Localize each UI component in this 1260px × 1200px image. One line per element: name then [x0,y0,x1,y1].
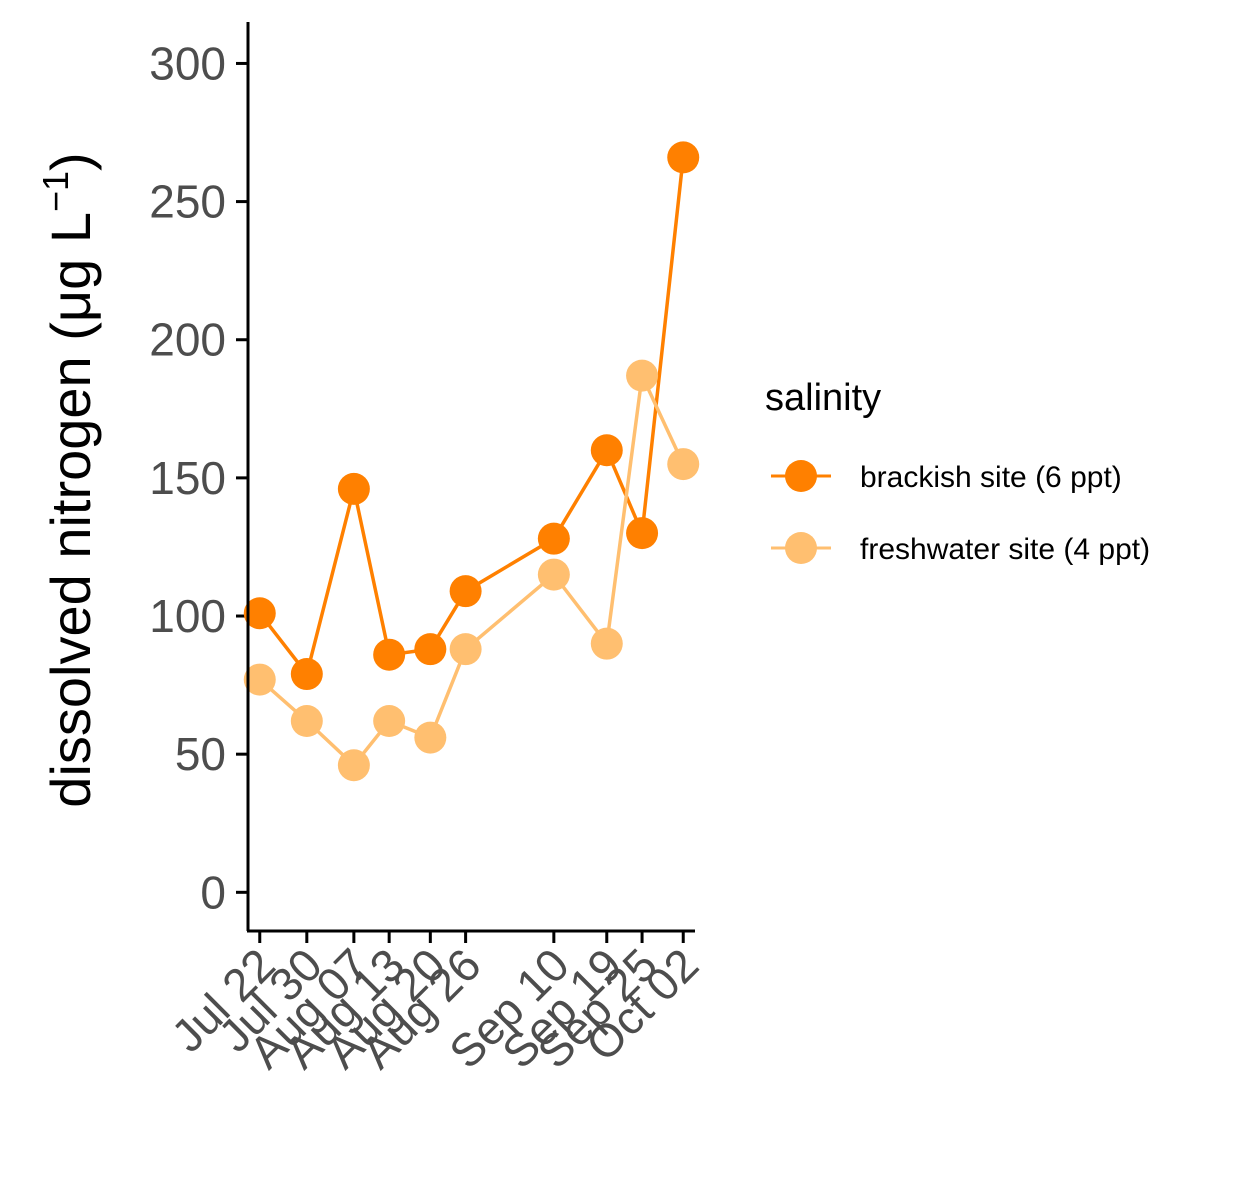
y-tick-label: 300 [149,37,226,89]
y-tick-label: 100 [149,590,226,642]
data-point-brackish [449,575,482,608]
series-line-brackish [258,157,685,678]
legend-label-brackish: brackish site (6 ppt) [860,461,1122,494]
series-layer [243,141,700,782]
data-point-freshwater [290,705,323,738]
data-point-brackish [626,517,659,550]
y-tick-label: 200 [149,314,226,366]
legend-item-brackish: brackish site (6 ppt) [771,460,1122,494]
data-point-brackish [290,658,323,691]
y-tick-label: 50 [175,728,226,780]
data-point-brackish [537,522,570,555]
y-tick-label: 0 [200,866,226,918]
y-axis-title: dissolved nitrogen (μg L−1) [35,152,102,807]
data-point-freshwater [373,705,406,738]
y-axis-title-main: dissolved nitrogen (μg L [39,212,102,808]
y-tick-label: 150 [149,452,226,504]
data-point-freshwater [449,633,482,666]
data-point-brackish [590,434,623,467]
data-point-freshwater [626,359,659,392]
series-line-freshwater [258,369,685,768]
data-point-brackish [337,472,370,505]
data-point-brackish [373,638,406,671]
data-point-freshwater [243,663,276,696]
data-point-freshwater [537,558,570,591]
y-axis-title-superscript: −1 [35,171,76,212]
data-point-freshwater [337,749,370,782]
legend: salinity brackish site (6 ppt) freshwate… [765,377,1150,566]
data-point-brackish [243,597,276,630]
data-point-brackish [414,633,447,666]
data-point-freshwater [414,721,447,754]
legend-key-point-freshwater [785,532,817,564]
y-tick-label: 250 [149,176,226,228]
data-point-freshwater [590,627,623,660]
y-axis-title-close: ) [39,152,102,171]
data-point-freshwater [667,448,700,481]
legend-key-point-brackish [785,460,817,492]
y-axis-ticks: 0 50 100 150 200 250 300 [149,37,248,918]
data-point-brackish [667,141,700,174]
legend-title: salinity [765,377,881,419]
legend-item-freshwater: freshwater site (4 ppt) [771,532,1150,566]
legend-label-freshwater: freshwater site (4 ppt) [860,533,1150,566]
